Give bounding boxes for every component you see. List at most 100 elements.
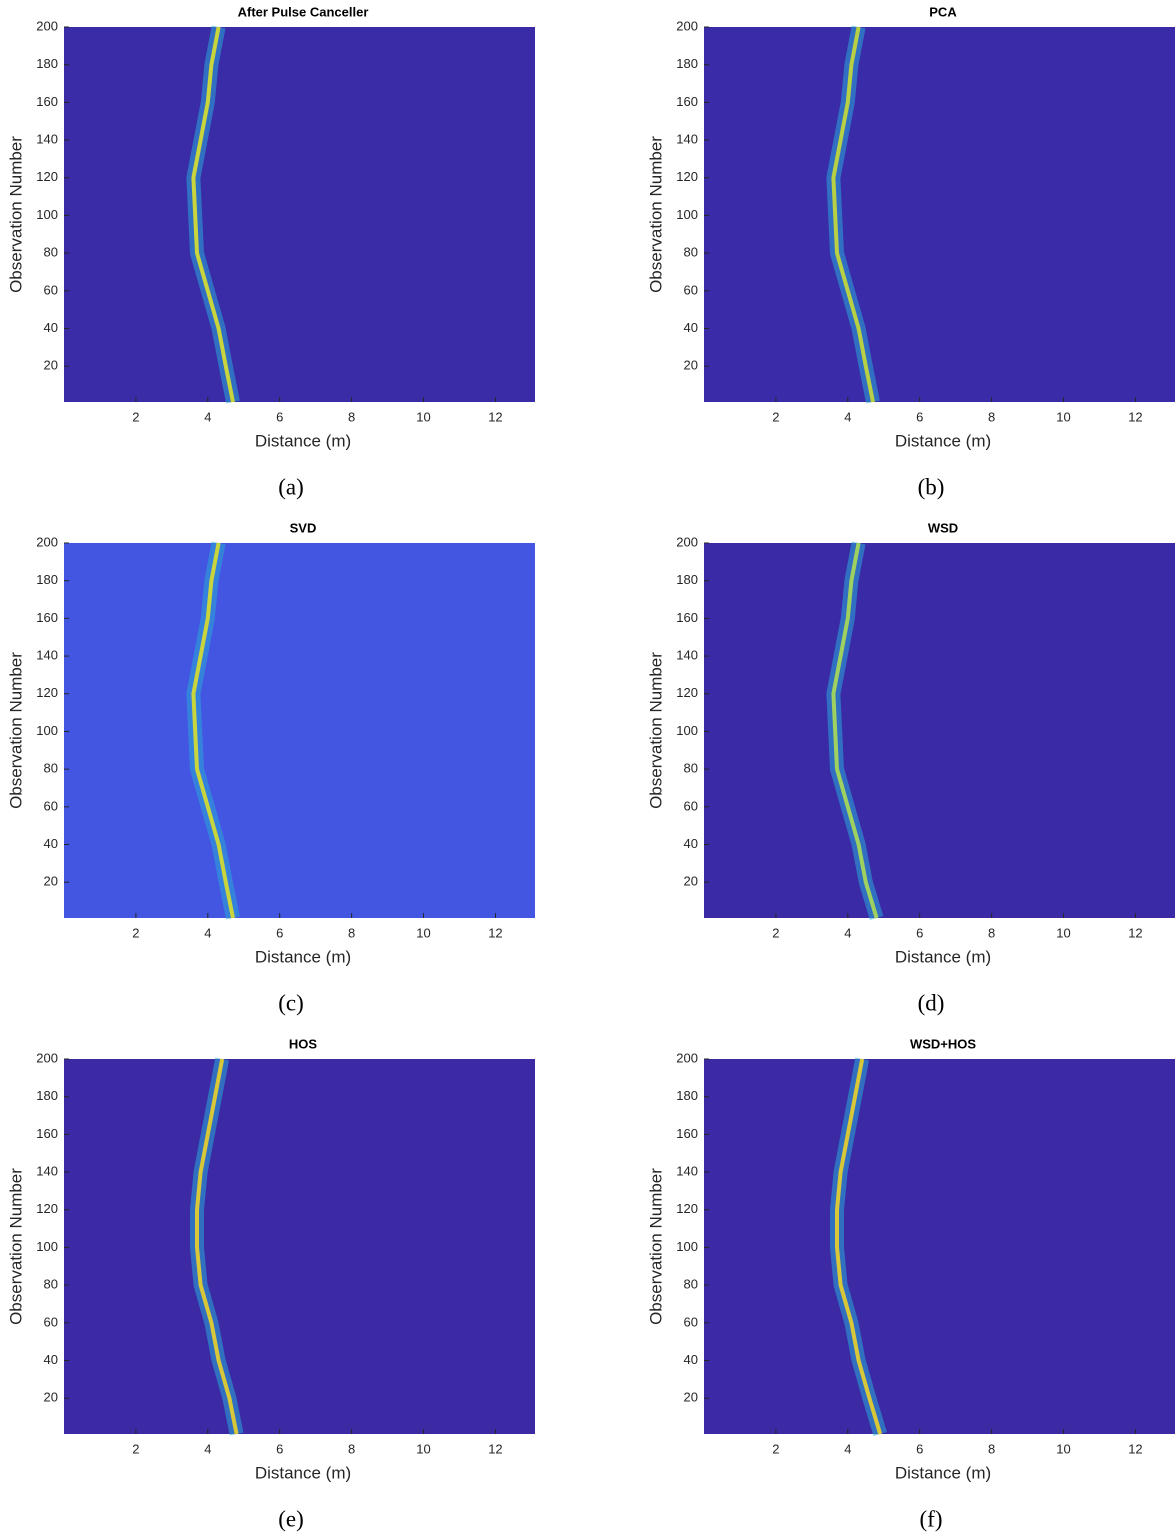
panel: 2 4 6 8 10 12 20 40 60 80 100 120 140 160 180 200 SVD Dis… [6,520,535,1015]
x-tick-label: 8 [988,409,995,424]
y-tick-label: 180 [676,1088,698,1103]
y-tick-label: 40 [684,320,698,335]
y-tick-label: 200 [36,18,58,33]
y-tick-label: 200 [36,534,58,549]
heatmap-background [64,543,535,918]
y-tick-label: 120 [676,169,698,184]
y-tick-label: 200 [676,1050,698,1065]
heatmap-background [64,1059,535,1434]
y-axis-label: Observation Number [6,1168,25,1325]
y-tick-label: 100 [676,1239,698,1254]
y-tick-label: 60 [44,1314,58,1329]
y-tick-label: 80 [684,1277,698,1292]
x-tick-label: 2 [132,1441,139,1456]
y-tick-label: 160 [36,610,58,625]
y-tick-label: 60 [44,282,58,297]
y-tick-label: 60 [684,1314,698,1329]
chart-title: HOS [289,1036,318,1051]
x-tick-label: 10 [1056,409,1070,424]
x-axis-label: Distance (m) [895,947,991,966]
panel: 2 4 6 8 10 12 20 40 60 80 100 120 140 160 180 200 PCA Dis… [646,4,1175,499]
y-tick-label: 20 [44,874,58,889]
x-tick-label: 8 [348,409,355,424]
y-axis-label: Observation Number [646,652,665,809]
x-tick-label: 10 [416,1441,430,1456]
x-tick-label: 6 [276,1441,283,1456]
x-tick-label: 10 [416,409,430,424]
y-tick-label: 160 [676,1126,698,1141]
y-tick-label: 80 [684,761,698,776]
y-tick-label: 60 [684,282,698,297]
y-tick-label: 20 [684,358,698,373]
x-tick-label: 6 [916,409,923,424]
y-tick-label: 20 [44,1390,58,1405]
y-tick-label: 100 [36,207,58,222]
x-tick-label: 12 [488,1441,502,1456]
y-tick-label: 160 [676,610,698,625]
panel: 2 4 6 8 10 12 20 40 60 80 100 120 140 160 180 200 HOS Dis… [6,1036,535,1531]
x-tick-label: 10 [1056,925,1070,940]
x-tick-label: 6 [276,925,283,940]
heatmap-background [704,1059,1175,1434]
y-tick-label: 140 [676,648,698,663]
x-tick-label: 2 [772,925,779,940]
y-axis-label: Observation Number [6,136,25,293]
y-tick-label: 20 [684,1390,698,1405]
y-tick-label: 160 [36,94,58,109]
x-tick-label: 12 [1128,409,1142,424]
y-tick-label: 80 [44,245,58,260]
x-tick-label: 10 [1056,1441,1070,1456]
y-tick-label: 100 [676,207,698,222]
caption: (b) [918,474,945,499]
y-tick-label: 20 [44,358,58,373]
chart-title: WSD+HOS [910,1036,976,1051]
y-tick-label: 40 [44,1352,58,1367]
x-axis-label: Distance (m) [255,431,351,450]
y-axis-label: Observation Number [6,652,25,809]
x-tick-label: 12 [488,925,502,940]
caption: (d) [918,990,945,1015]
chart-title: After Pulse Canceller [238,4,369,19]
y-tick-label: 120 [676,685,698,700]
x-tick-label: 12 [488,409,502,424]
y-tick-label: 40 [44,836,58,851]
x-tick-label: 8 [988,925,995,940]
ridge [195,1058,239,1435]
y-tick-label: 180 [36,1088,58,1103]
y-tick-label: 40 [684,1352,698,1367]
panel: 2 4 6 8 10 12 20 40 60 80 100 120 140 160 180 200 After … [6,4,535,499]
y-tick-label: 180 [676,56,698,71]
caption: (e) [278,1506,304,1531]
panel: 2 4 6 8 10 12 20 40 60 80 100 120 140 160 180 200 WSD Dis… [646,520,1175,1015]
x-axis-label: Distance (m) [255,1463,351,1482]
heatmap-background [64,27,535,402]
y-tick-label: 100 [36,1239,58,1254]
y-tick-label: 140 [676,132,698,147]
y-tick-label: 120 [36,685,58,700]
y-tick-label: 160 [676,94,698,109]
y-tick-label: 140 [36,132,58,147]
x-tick-label: 2 [132,409,139,424]
y-tick-label: 40 [684,836,698,851]
ridge [191,26,235,403]
caption: (c) [278,990,304,1015]
x-tick-label: 4 [844,1441,851,1456]
y-tick-label: 140 [676,1164,698,1179]
x-tick-label: 10 [416,925,430,940]
x-tick-label: 12 [1128,1441,1142,1456]
y-tick-label: 60 [684,798,698,813]
x-tick-label: 6 [276,409,283,424]
x-tick-label: 6 [916,925,923,940]
ridge [831,26,875,403]
y-tick-label: 200 [676,534,698,549]
chart-title: SVD [290,520,317,535]
x-tick-label: 4 [844,925,851,940]
ridge [191,542,235,919]
chart-title: WSD [928,520,958,535]
x-tick-label: 8 [348,925,355,940]
y-tick-label: 80 [684,245,698,260]
y-tick-label: 200 [676,18,698,33]
y-tick-label: 140 [36,1164,58,1179]
y-tick-label: 140 [36,648,58,663]
y-axis-label: Observation Number [646,1168,665,1325]
